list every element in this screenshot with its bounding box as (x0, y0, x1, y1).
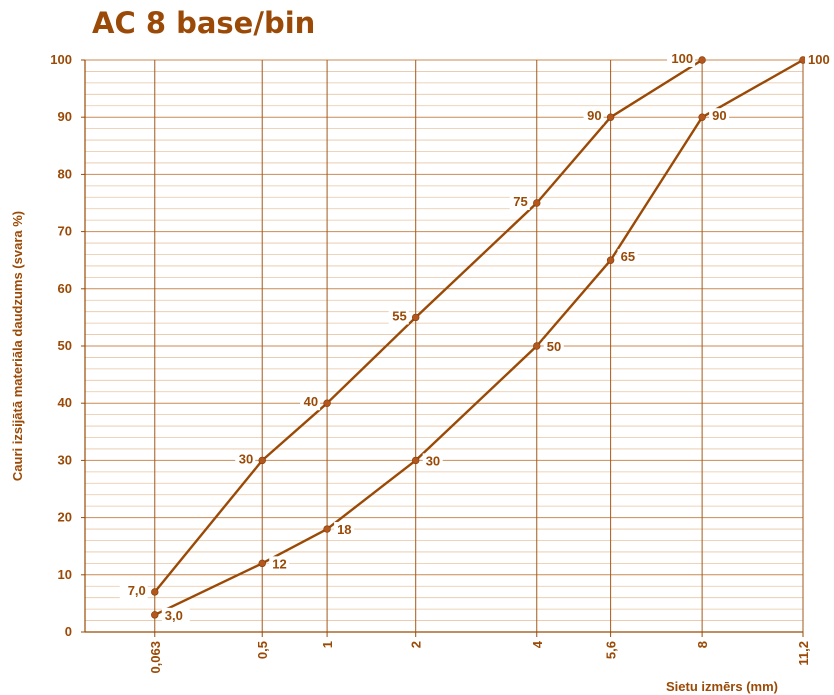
data-point (698, 56, 706, 64)
x-axis-title: Sietu izmērs (mm) (666, 679, 778, 694)
y-tick-label: 40 (58, 395, 72, 410)
data-point (533, 199, 541, 207)
data-label: 7,0 (128, 583, 146, 598)
chart-title: AC 8 base/bin (92, 6, 316, 40)
data-label-bg (617, 249, 638, 266)
data-label-bg (334, 522, 355, 539)
data-label-bg (235, 451, 256, 468)
y-tick-label: 90 (58, 109, 72, 124)
data-label: 100 (808, 52, 830, 67)
data-label: 90 (712, 108, 726, 123)
x-tick-label: 2 (409, 641, 424, 648)
y-axis-title: Cauri izsijātā materiāla daudzums (svara… (10, 211, 25, 481)
data-point (533, 342, 541, 350)
data-label: 30 (239, 451, 253, 466)
data-label-bg (161, 607, 190, 624)
y-tick-label: 10 (58, 567, 72, 582)
data-label: 100 (671, 51, 693, 66)
y-tick-label: 0 (65, 624, 72, 639)
data-point (151, 588, 159, 596)
y-tick-label: 50 (58, 338, 72, 353)
data-point (323, 525, 331, 533)
data-label: 90 (587, 108, 601, 123)
data-label: 55 (392, 308, 406, 323)
y-tick-label: 100 (50, 52, 72, 67)
data-label: 18 (337, 522, 351, 537)
y-tick-label: 20 (58, 510, 72, 525)
data-label-bg (509, 194, 530, 210)
data-point (151, 611, 159, 619)
data-label: 75 (513, 194, 527, 209)
y-tick-label: 60 (58, 281, 72, 296)
x-tick-label: 0,063 (148, 641, 163, 674)
x-tick-label: 8 (695, 641, 710, 648)
grid (85, 59, 804, 632)
data-label: 65 (621, 249, 635, 264)
data-label-bg (583, 108, 604, 125)
data-point (606, 256, 615, 264)
data-label: 3,0 (165, 608, 183, 623)
data-label: 50 (547, 339, 561, 354)
data-points (151, 56, 807, 619)
data-label-bg (667, 51, 696, 67)
x-tick-label: 5,6 (604, 641, 619, 659)
data-label-bg (709, 108, 730, 125)
data-label-bg (805, 52, 833, 68)
data-point (698, 113, 706, 121)
x-tick-label: 4 (530, 640, 545, 648)
y-tick-label: 30 (58, 452, 72, 467)
data-label-bg (300, 394, 321, 411)
data-label-bg (388, 308, 409, 325)
data-point (606, 113, 615, 121)
series-lines (153, 58, 804, 616)
x-tick-label: 0,5 (255, 641, 270, 659)
data-label-bg (119, 582, 148, 599)
data-point (323, 399, 331, 407)
y-tick-label: 80 (58, 166, 72, 181)
data-label: 40 (304, 394, 318, 409)
y-tick-label: 70 (58, 224, 72, 239)
x-tick-label: 11,2 (796, 641, 811, 666)
data-label-bg (269, 556, 290, 573)
data-point (412, 456, 420, 465)
x-tick-label: 1 (320, 641, 335, 648)
data-labels: 7,0 30 40 55 75 90 100 3,0 12 18 30 50 65 90 100 (119, 51, 833, 624)
data-label: 12 (272, 556, 286, 571)
data-label: 30 (426, 453, 440, 468)
data-point (412, 313, 420, 322)
data-label-bg (422, 453, 443, 470)
data-label-bg (543, 339, 564, 355)
series-line-2 (154, 58, 804, 616)
data-point (258, 456, 266, 465)
data-point (258, 559, 266, 568)
